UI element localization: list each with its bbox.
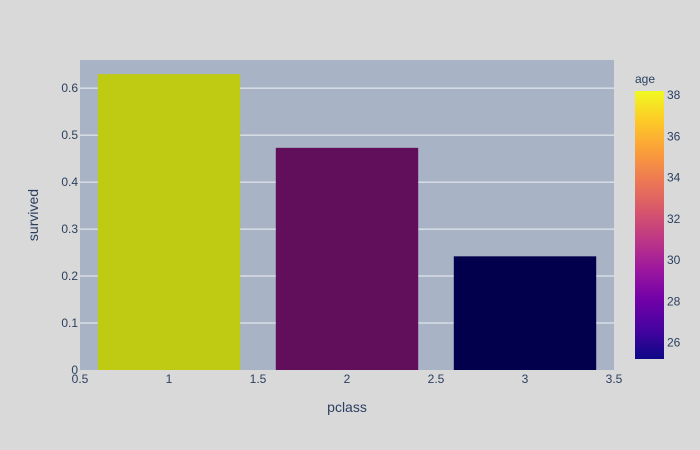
x-tick-label: 1 bbox=[166, 372, 173, 386]
x-tick-label: 3.5 bbox=[606, 372, 623, 386]
y-axis-title: survived bbox=[25, 189, 41, 241]
bar-pclass-3[interactable] bbox=[453, 256, 597, 370]
x-tick-label: 2.5 bbox=[428, 372, 445, 386]
bar-pclass-2[interactable] bbox=[275, 147, 419, 370]
colorbar-tick-label: 26 bbox=[667, 336, 681, 350]
colorbar: age 26 28 30 32 34 36 38 bbox=[635, 72, 681, 359]
colorbar-scale bbox=[635, 91, 664, 359]
x-tick-label: 2 bbox=[344, 372, 351, 386]
colorbar-tick-label: 38 bbox=[667, 88, 681, 102]
x-tick-label: 1.5 bbox=[250, 372, 267, 386]
colorbar-tick-label: 32 bbox=[667, 212, 681, 226]
colorbar-tick-label: 28 bbox=[667, 294, 681, 308]
y-tick-label: 0.5 bbox=[61, 128, 78, 142]
y-tick-label: 0.3 bbox=[61, 222, 78, 236]
y-tick-label: 0.4 bbox=[61, 175, 78, 189]
plot-area bbox=[80, 60, 614, 370]
colorbar-tick-label: 30 bbox=[667, 253, 681, 267]
bar-pclass-1[interactable] bbox=[97, 74, 241, 370]
x-tick-label: 3 bbox=[522, 372, 529, 386]
y-tick-label: 0.6 bbox=[61, 81, 78, 95]
x-axis-title: pclass bbox=[327, 399, 367, 415]
colorbar-tick-label: 36 bbox=[667, 129, 681, 143]
y-tick-label: 0.1 bbox=[61, 316, 78, 330]
colorbar-title: age bbox=[635, 72, 655, 86]
x-tick-label: 0.5 bbox=[72, 372, 89, 386]
y-tick-label: 0.2 bbox=[61, 269, 78, 283]
colorbar-tick-label: 34 bbox=[667, 171, 681, 185]
y-tick-label: 0 bbox=[71, 363, 78, 377]
